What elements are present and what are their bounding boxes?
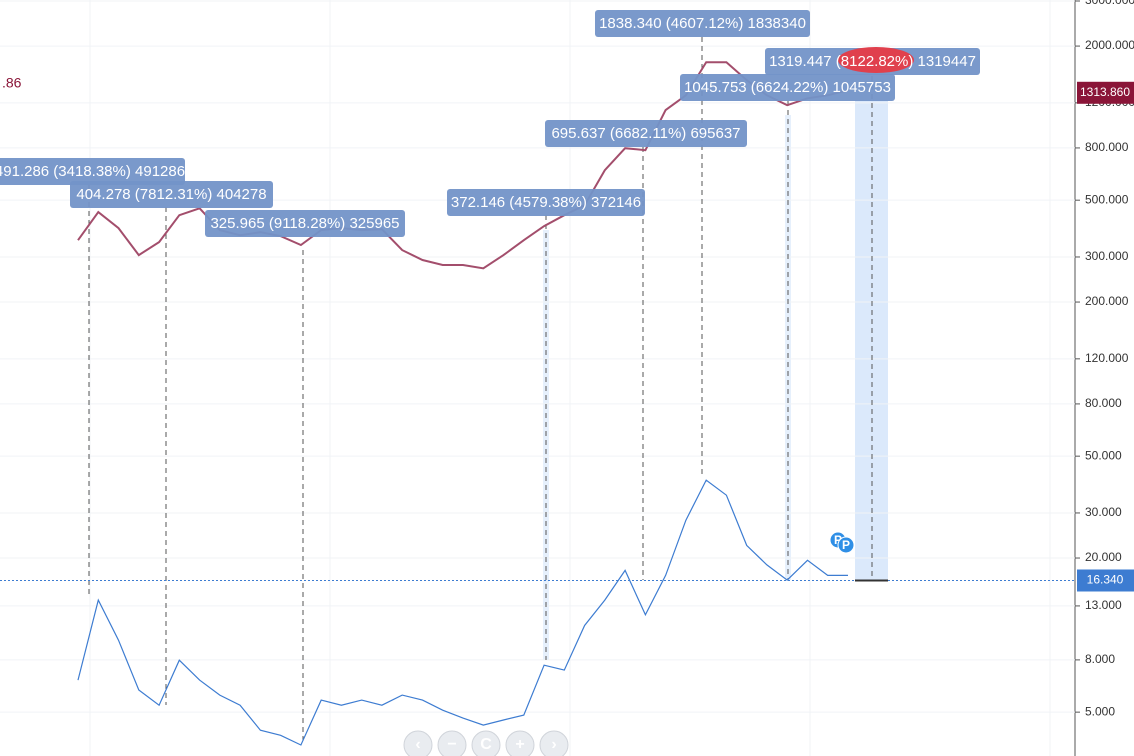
- nav-button[interactable]: [471, 730, 501, 756]
- annotation-label: 491.286 (3418.38%) 491286: [0, 163, 185, 180]
- y-tick-label: 8.000: [1085, 652, 1115, 666]
- last-price-box: [1077, 81, 1134, 104]
- y-tick-label: 300.000: [1085, 249, 1129, 263]
- annotation-label: 325.965 (9118.28%) 325965: [210, 215, 399, 232]
- last-price-label: 16.340: [1087, 573, 1124, 587]
- y-tick-label: 200.000: [1085, 294, 1129, 308]
- y-tick-label: 30.000: [1085, 505, 1122, 519]
- annotation-box: [680, 74, 895, 101]
- y-tick-label: 20.000: [1085, 550, 1122, 564]
- annotation-box: [545, 120, 747, 147]
- annotation-label: 404.278 (7812.31%) 404278: [76, 186, 266, 203]
- annotation-label: 372.146 (4579.38%) 372146: [451, 194, 641, 211]
- annotation-label: 1319.447 (8122.82%) 1319447: [769, 53, 976, 70]
- y-tick-label: 5.000: [1085, 704, 1115, 718]
- annotation-box: [447, 189, 645, 216]
- y-tick-label: 500.000: [1085, 192, 1129, 206]
- nav-button[interactable]: [505, 730, 535, 756]
- legend-fragment: .86: [2, 75, 22, 91]
- highlight-ellipse: [838, 47, 914, 73]
- event-marker-label: P: [834, 533, 842, 547]
- nav-button-label[interactable]: +: [515, 736, 524, 753]
- annotation-label: 695.637 (6682.11%) 695637: [551, 125, 740, 142]
- nav-button-label[interactable]: ›: [551, 736, 556, 753]
- y-tick-label: 50.000: [1085, 448, 1122, 462]
- annotation-box: [595, 10, 810, 37]
- last-price-box: [1077, 569, 1134, 592]
- event-marker-label: P: [842, 538, 850, 552]
- y-tick-label: 13.000: [1085, 598, 1122, 612]
- y-tick-label: 3000.000: [1085, 0, 1134, 7]
- nav-button[interactable]: [539, 730, 569, 756]
- annotation-box: [205, 210, 405, 237]
- nav-button[interactable]: [437, 730, 467, 756]
- annotation-box: [0, 158, 185, 185]
- nav-button-label[interactable]: C: [480, 736, 492, 753]
- y-tick-label: 2000.000: [1085, 38, 1134, 52]
- y-tick-label: 800.000: [1085, 140, 1129, 154]
- y-tick-label: 80.000: [1085, 396, 1122, 410]
- annotation-label: 1045.753 (6624.22%) 1045753: [684, 79, 891, 96]
- series-line: [77, 479, 848, 746]
- nav-button-label[interactable]: ‹: [415, 736, 420, 753]
- nav-button-label[interactable]: −: [447, 736, 456, 753]
- event-marker[interactable]: [837, 536, 855, 554]
- last-price-label: 1313.860: [1080, 85, 1130, 99]
- nav-button[interactable]: [403, 730, 433, 756]
- annotation-box: [70, 181, 273, 208]
- annotation-label: 1838.340 (4607.12%) 1838340: [599, 15, 806, 32]
- y-tick-label: 120.000: [1085, 351, 1129, 365]
